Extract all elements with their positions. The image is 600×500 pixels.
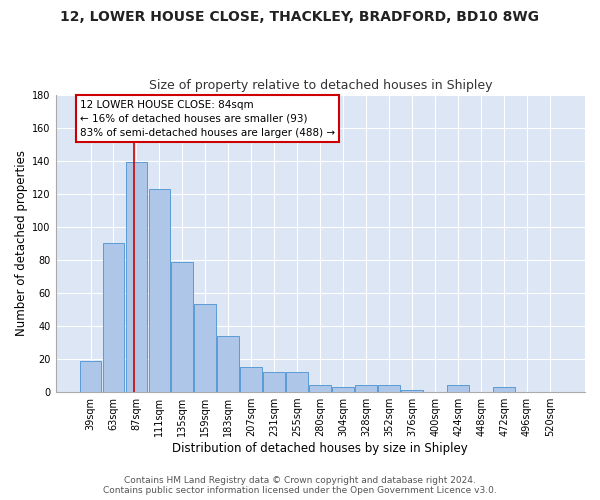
Y-axis label: Number of detached properties: Number of detached properties	[15, 150, 28, 336]
Bar	[149, 189, 170, 392]
Bar	[332, 387, 354, 392]
Text: Contains HM Land Registry data © Crown copyright and database right 2024.
Contai: Contains HM Land Registry data © Crown c…	[103, 476, 497, 495]
Bar	[80, 360, 101, 392]
Bar	[493, 387, 515, 392]
X-axis label: Distribution of detached houses by size in Shipley: Distribution of detached houses by size …	[172, 442, 468, 455]
Bar	[310, 386, 331, 392]
Text: 12 LOWER HOUSE CLOSE: 84sqm
← 16% of detached houses are smaller (93)
83% of sem: 12 LOWER HOUSE CLOSE: 84sqm ← 16% of det…	[80, 100, 335, 138]
Text: 12, LOWER HOUSE CLOSE, THACKLEY, BRADFORD, BD10 8WG: 12, LOWER HOUSE CLOSE, THACKLEY, BRADFOR…	[61, 10, 539, 24]
Bar	[286, 372, 308, 392]
Title: Size of property relative to detached houses in Shipley: Size of property relative to detached ho…	[149, 79, 492, 92]
Bar	[447, 386, 469, 392]
Bar	[355, 386, 377, 392]
Bar	[241, 368, 262, 392]
Bar	[125, 162, 148, 392]
Bar	[378, 386, 400, 392]
Bar	[401, 390, 423, 392]
Bar	[263, 372, 285, 392]
Bar	[194, 304, 216, 392]
Bar	[172, 262, 193, 392]
Bar	[103, 244, 124, 392]
Bar	[217, 336, 239, 392]
